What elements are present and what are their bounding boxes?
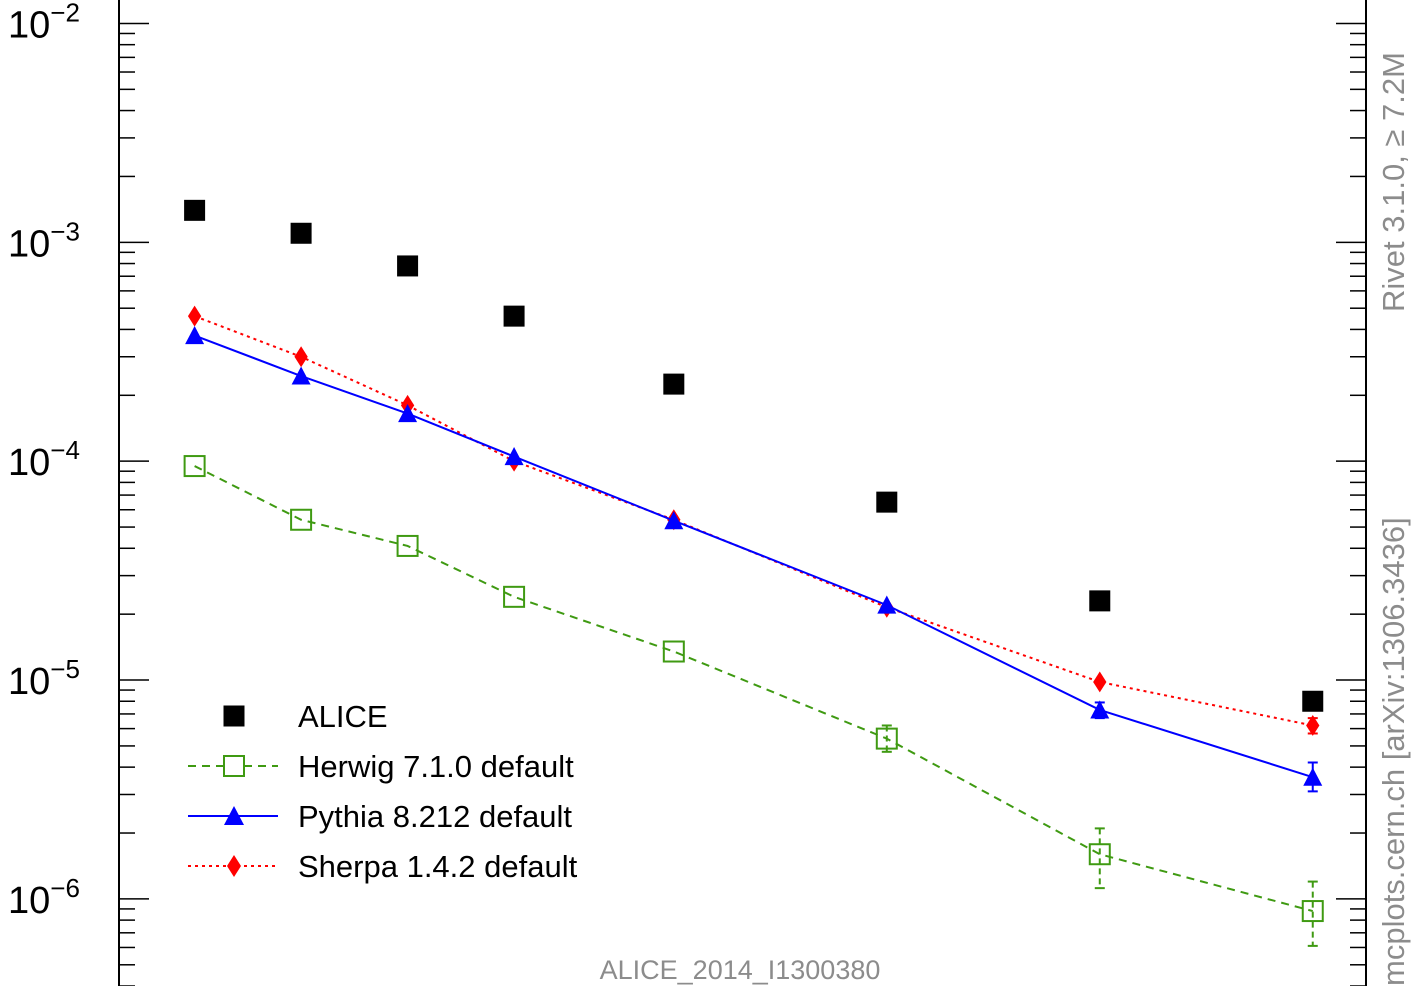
series-sherpa <box>187 305 1320 736</box>
legend-label: Sherpa 1.4.2 default <box>298 849 578 884</box>
series-herwig <box>183 455 1324 947</box>
series-line <box>194 465 1314 913</box>
data-point <box>1302 690 1324 712</box>
data-point <box>664 511 684 530</box>
data-point <box>183 455 206 478</box>
legend-marker <box>224 806 244 825</box>
data-point <box>185 326 205 345</box>
legend-marker-bg <box>224 756 244 776</box>
legend-label: Pythia 8.212 default <box>298 799 572 834</box>
rivet-version-label: Rivet 3.1.0, ≥ 7.2M <box>1376 52 1411 312</box>
data-point <box>187 305 202 327</box>
data-point <box>1303 767 1323 786</box>
legend-item: ALICE <box>223 699 388 734</box>
legend-marker <box>227 855 241 877</box>
data-point <box>291 366 311 385</box>
y-tick-label: 10−5 <box>8 654 80 703</box>
data-point <box>503 305 525 327</box>
series-alice <box>184 199 1324 712</box>
data-point <box>1301 900 1324 923</box>
data-point <box>1088 843 1111 866</box>
data-point <box>290 508 313 531</box>
legend-label: ALICE <box>298 699 388 734</box>
legend-item: Herwig 7.1.0 default <box>188 749 574 784</box>
y-axis-ticks <box>119 22 1366 986</box>
plot-frame <box>118 0 1367 986</box>
data-point <box>290 222 312 244</box>
source-label: mcplots.cern.ch [arXiv:1306.3436] <box>1376 517 1411 986</box>
data-point <box>397 255 419 277</box>
legend-item: Sherpa 1.4.2 default <box>188 849 578 884</box>
data-point <box>663 373 685 395</box>
data-point <box>503 585 526 608</box>
legend-item: Pythia 8.212 default <box>188 799 572 834</box>
data-point <box>398 404 418 423</box>
data-point <box>1093 671 1107 693</box>
legend: ALICE Herwig 7.1.0 default Pythia 8.212 de… <box>188 699 578 884</box>
data-point <box>294 346 308 368</box>
series-pythia <box>185 326 1323 793</box>
series-line <box>194 334 1314 779</box>
y-tick-label: 10−3 <box>8 216 80 265</box>
y-tick-label: 10−2 <box>8 0 80 46</box>
legend-label: Herwig 7.1.0 default <box>298 749 574 784</box>
y-axis-tick-labels: 10−2 10−3 10−4 10−5 10−6 <box>8 0 80 922</box>
y-tick-label: 10−6 <box>8 873 80 922</box>
data-point <box>504 446 524 466</box>
legend-marker <box>223 755 245 777</box>
data-point <box>1089 590 1111 612</box>
data-point <box>875 727 898 750</box>
data-point <box>876 491 898 513</box>
data-point <box>1306 715 1320 736</box>
data-point <box>184 199 206 221</box>
data-point <box>1090 700 1110 719</box>
legend-marker <box>223 705 245 727</box>
series-line <box>194 315 1313 727</box>
data-point <box>662 640 685 663</box>
analysis-caption: ALICE_2014_I1300380 <box>600 955 881 985</box>
data-point <box>877 595 897 614</box>
y-tick-label: 10−4 <box>8 435 80 484</box>
data-point <box>396 534 419 557</box>
series-layer <box>183 199 1324 947</box>
